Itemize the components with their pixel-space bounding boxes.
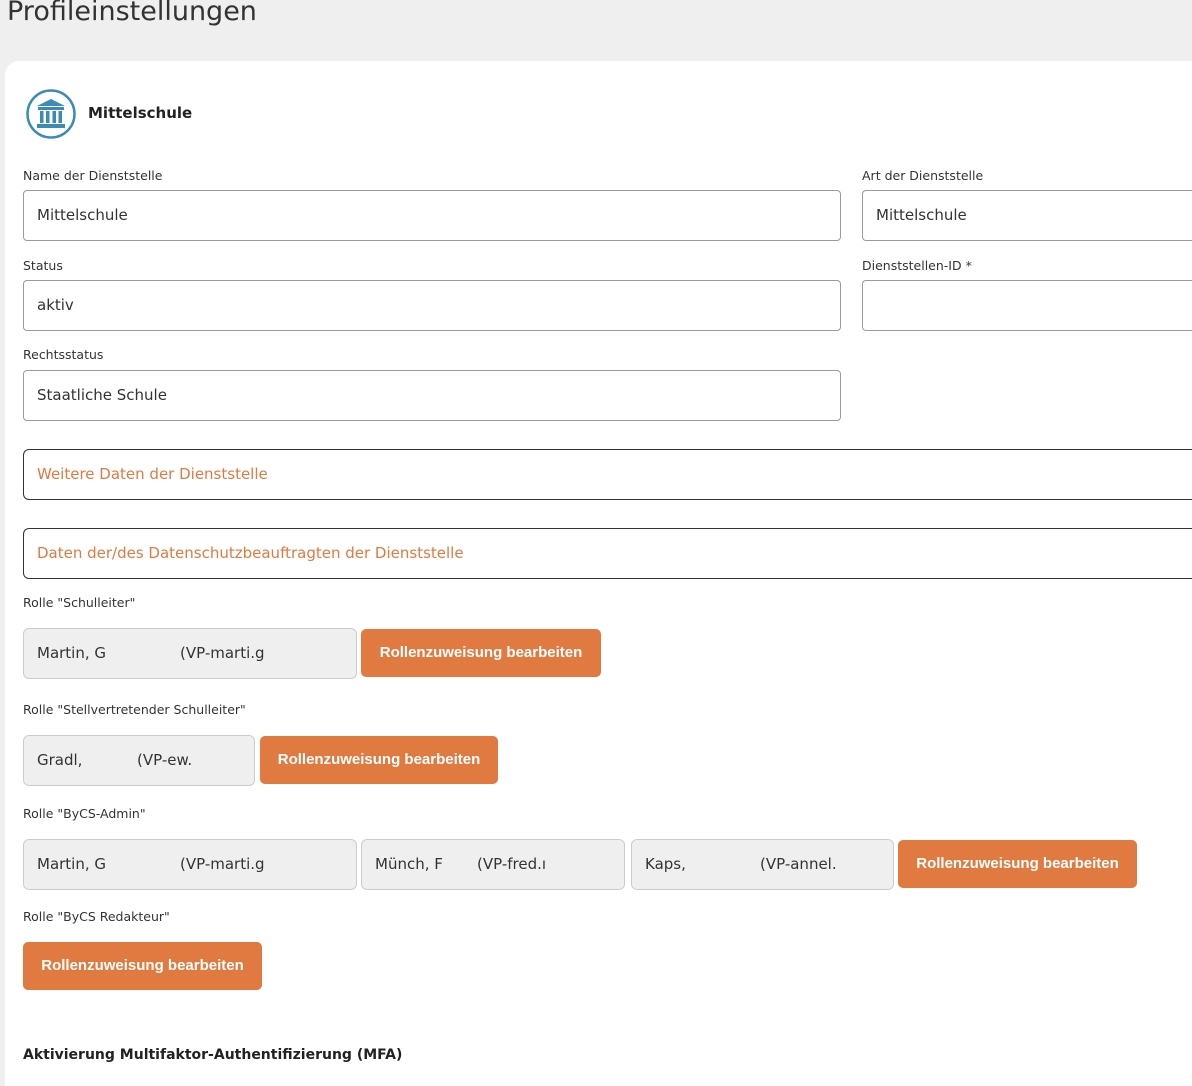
- role-member-chip: Martin, G (VP-marti.g: [23, 628, 357, 679]
- edit-role-button[interactable]: Rollenzuweisung bearbeiten: [260, 736, 498, 784]
- datenschutz-section[interactable]: Daten der/des Datenschutzbeauftragten de…: [23, 528, 1192, 579]
- role-member-chip: Martin, G (VP-marti.g: [23, 839, 357, 890]
- id-label: Dienststellen-ID *: [862, 258, 972, 273]
- weitere-daten-section[interactable]: Weitere Daten der Dienststelle: [23, 449, 1192, 500]
- art-input[interactable]: Mittelschule: [862, 190, 1192, 241]
- name-input[interactable]: Mittelschule: [23, 190, 841, 241]
- status-label: Status: [23, 258, 63, 273]
- member-name: Martin, G: [37, 644, 107, 662]
- member-id: (VP-annel.: [760, 855, 837, 873]
- institution-icon: [26, 89, 76, 139]
- art-label: Art der Dienststelle: [862, 168, 984, 183]
- role-label-stellvertreter: Rolle "Stellvertretender Schulleiter": [23, 702, 246, 717]
- profile-card: Mittelschule Name der Dienststelle Mitte…: [5, 61, 1192, 1086]
- member-id: (VP-ew.: [137, 751, 193, 769]
- member-id: (VP-marti.g: [180, 644, 265, 662]
- role-member-chip: Kaps, (VP-annel.: [631, 839, 894, 890]
- recht-label: Rechtsstatus: [23, 347, 104, 362]
- edit-role-button[interactable]: Rollenzuweisung bearbeiten: [361, 629, 601, 677]
- edit-role-button[interactable]: Rollenzuweisung bearbeiten: [898, 840, 1137, 888]
- status-input[interactable]: aktiv: [23, 280, 841, 331]
- name-label: Name der Dienststelle: [23, 168, 163, 183]
- id-input[interactable]: [862, 280, 1192, 331]
- role-label-schulleiter: Rolle "Schulleiter": [23, 595, 136, 610]
- role-label-bycs-admin: Rolle "ByCS-Admin": [23, 806, 146, 821]
- institution-name: Mittelschule: [88, 104, 193, 122]
- member-id: (VP-fred.ı: [477, 855, 547, 873]
- page-title: Profileinstellungen: [7, 0, 257, 27]
- recht-input[interactable]: Staatliche Schule: [23, 370, 841, 421]
- role-member-chip: Münch, F (VP-fred.ı: [361, 839, 625, 890]
- role-member-chip: Gradl, (VP-ew.: [23, 735, 255, 786]
- member-name: Kaps,: [645, 855, 686, 873]
- mfa-title: Aktivierung Multifaktor-Authentifizierun…: [23, 1047, 403, 1063]
- role-label-bycs-redakteur: Rolle "ByCS Redakteur": [23, 909, 170, 924]
- member-name: Martin, G: [37, 855, 107, 873]
- member-name: Gradl,: [37, 751, 83, 769]
- edit-role-button[interactable]: Rollenzuweisung bearbeiten: [23, 942, 262, 990]
- member-id: (VP-marti.g: [180, 855, 265, 873]
- member-name: Münch, F: [375, 855, 443, 873]
